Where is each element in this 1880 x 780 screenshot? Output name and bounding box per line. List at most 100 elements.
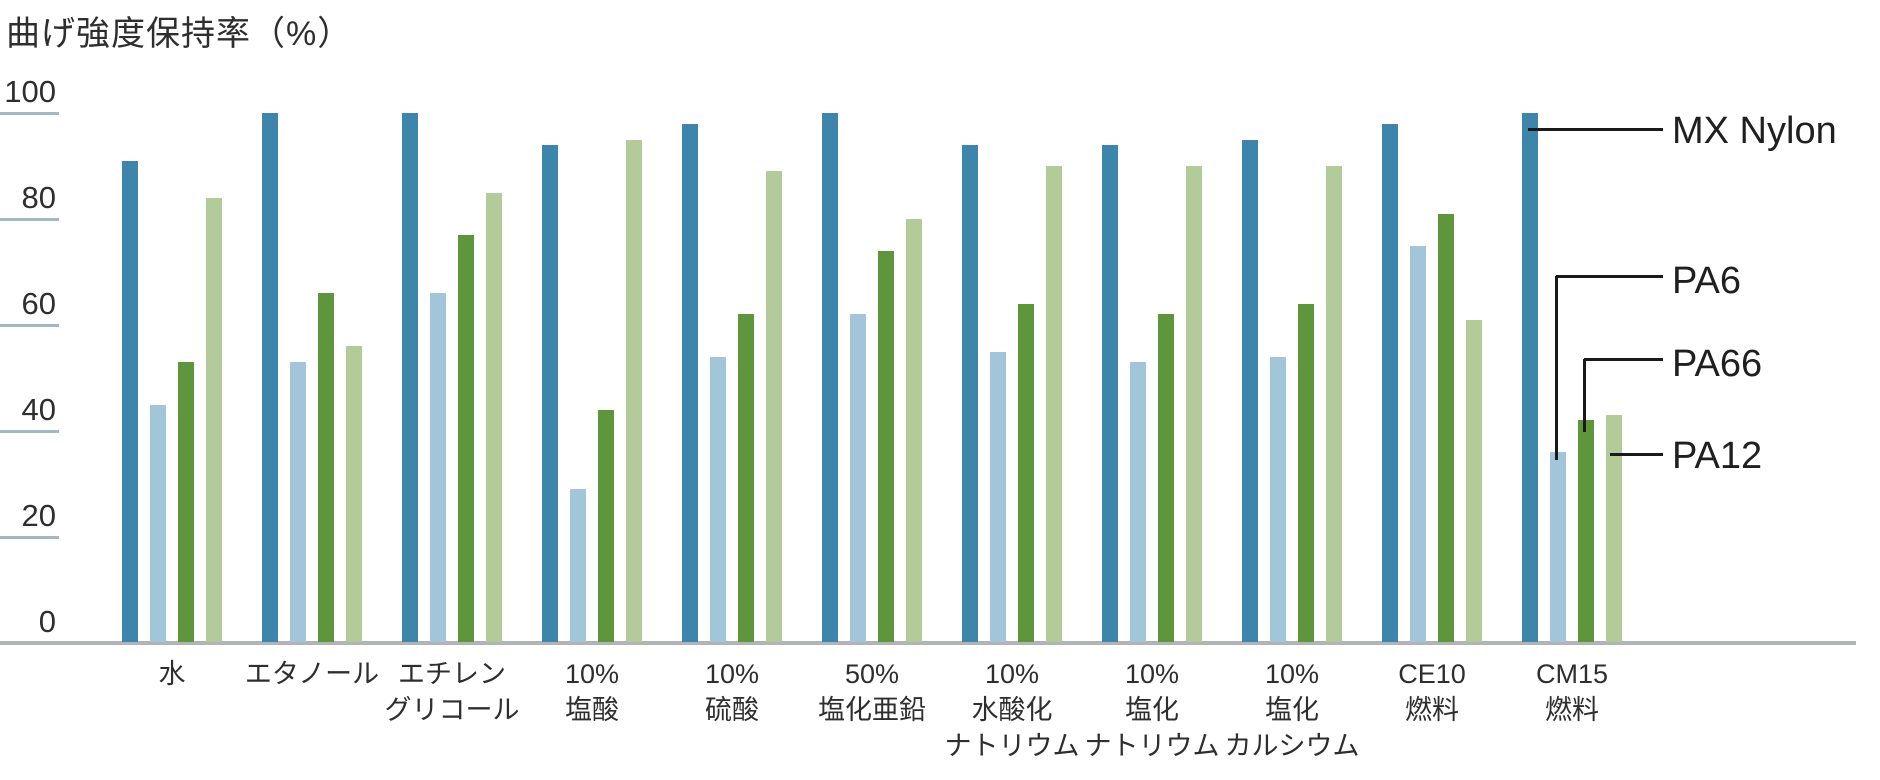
- y-axis-tick-label: 80: [21, 180, 56, 215]
- bar-pa6: [1410, 245, 1426, 642]
- x-axis-category-label: エタノール: [217, 656, 407, 692]
- x-axis-category-line: 塩酸: [565, 695, 619, 725]
- x-axis-category-line: 燃料: [1405, 695, 1459, 725]
- bar-pa66: [458, 234, 474, 642]
- legend-label-pa66: PA66: [1672, 343, 1763, 385]
- bar-pa66: [1158, 314, 1174, 642]
- y-axis-tick: [0, 218, 59, 221]
- x-axis-category-line: 水酸化: [971, 695, 1053, 725]
- legend-callout-line: [1555, 276, 1558, 460]
- x-axis-category-line: ナトリウム: [1084, 731, 1220, 761]
- bar-pa12: [766, 171, 782, 642]
- x-axis-category-line: 10%: [984, 659, 1040, 689]
- x-axis-category-line: CM15: [1535, 659, 1609, 689]
- legend-callout-line: [1556, 275, 1663, 278]
- bar-mx-nylon: [962, 144, 978, 642]
- bar-pa6: [150, 404, 166, 642]
- x-axis-category-line: エタノール: [244, 659, 380, 689]
- bar-pa6: [1550, 452, 1566, 642]
- y-axis-tick: [0, 536, 59, 539]
- bar-pa6: [290, 362, 306, 642]
- bar-mx-nylon: [122, 160, 138, 642]
- x-axis-category-line: エチレン: [398, 659, 506, 689]
- x-axis-category-line: 50%: [844, 659, 900, 689]
- x-axis-category-line: グリコール: [384, 695, 520, 725]
- chart-title: 曲げ強度保持率（%）: [6, 15, 353, 53]
- bar-mx-nylon: [822, 113, 838, 642]
- bar-mx-nylon: [1382, 123, 1398, 642]
- bar-pa12: [906, 219, 922, 642]
- x-axis-category-label: 10% 硫酸: [637, 656, 827, 728]
- x-axis-category-line: 水: [158, 659, 186, 689]
- y-axis-tick-label: 60: [21, 286, 56, 321]
- x-axis-category-line: 燃料: [1545, 695, 1599, 725]
- x-axis-category-line: 10%: [1264, 659, 1320, 689]
- bar-pa12: [1186, 166, 1202, 642]
- bar-pa66: [1018, 303, 1034, 642]
- x-axis-category-label: エチレン グリコール: [357, 656, 547, 728]
- bar-pa66: [1298, 303, 1314, 642]
- bar-pa6: [1270, 356, 1286, 642]
- x-axis-category-label: 水: [77, 656, 267, 692]
- bar-pa12: [626, 139, 642, 642]
- x-axis-category-line: 塩化: [1265, 695, 1319, 725]
- x-axis-category-label: 50% 塩化亜鉛: [777, 656, 967, 728]
- bar-pa6: [430, 293, 446, 642]
- x-axis-category-line: カルシウム: [1224, 731, 1360, 761]
- bar-pa12: [486, 192, 502, 642]
- x-axis-category-line: 塩化亜鉛: [818, 695, 926, 725]
- y-axis-tick: [0, 112, 59, 115]
- bar-pa12: [1046, 166, 1062, 642]
- x-axis-category-line: ナトリウム: [944, 731, 1080, 761]
- x-axis-category-label: 10% 塩化カルシウム: [1197, 656, 1387, 764]
- legend-label-pa12: PA12: [1672, 435, 1763, 477]
- x-axis-category-label: 10% 塩酸: [497, 656, 687, 728]
- legend-callout-line: [1583, 359, 1586, 432]
- bar-pa12: [1466, 319, 1482, 642]
- y-axis-tick-label: 20: [21, 498, 56, 533]
- x-axis-category-label: 10% 水酸化ナトリウム: [917, 656, 1107, 764]
- bar-mx-nylon: [402, 113, 418, 642]
- bar-pa6: [710, 356, 726, 642]
- bar-mx-nylon: [1102, 144, 1118, 642]
- x-axis-category-label: CM15 燃料: [1477, 656, 1667, 728]
- y-axis-tick-label: 40: [21, 392, 56, 427]
- y-axis-tick: [0, 324, 59, 327]
- bar-pa6: [570, 489, 586, 642]
- x-axis-category-line: 10%: [564, 659, 620, 689]
- bar-pa12: [206, 197, 222, 642]
- y-axis-tick-label: 100: [4, 74, 56, 109]
- legend-callout-line: [1584, 358, 1663, 361]
- bar-pa12: [1326, 166, 1342, 642]
- bar-mx-nylon: [1522, 113, 1538, 642]
- x-axis-line: [0, 641, 1856, 645]
- bar-pa6: [990, 351, 1006, 642]
- x-axis-category-line: 硫酸: [705, 695, 759, 725]
- x-axis-category-line: 10%: [1124, 659, 1180, 689]
- x-axis-category-line: 塩化: [1125, 695, 1179, 725]
- bar-mx-nylon: [1242, 139, 1258, 642]
- x-axis-category-label: 10% 塩化ナトリウム: [1057, 656, 1247, 764]
- x-axis-category-line: CE10: [1398, 659, 1466, 689]
- bar-pa6: [850, 314, 866, 642]
- x-axis-category-line: 10%: [704, 659, 760, 689]
- bar-pa66: [738, 314, 754, 642]
- bar-mx-nylon: [682, 123, 698, 642]
- bar-mx-nylon: [262, 113, 278, 642]
- y-axis-tick-label: 0: [38, 604, 56, 639]
- bar-pa6: [1130, 362, 1146, 642]
- bar-pa12: [1606, 415, 1622, 642]
- bar-pa66: [878, 250, 894, 642]
- bar-pa12: [346, 346, 362, 642]
- bar-pa66: [178, 362, 194, 642]
- x-axis-category-label: CE10 燃料: [1337, 656, 1527, 728]
- bar-pa66: [1578, 420, 1594, 642]
- bar-pa66: [598, 409, 614, 642]
- legend-callout-line: [1528, 128, 1663, 131]
- bar-mx-nylon: [542, 144, 558, 642]
- legend-callout-line: [1610, 453, 1663, 456]
- bar-pa66: [1438, 213, 1454, 642]
- legend-label-mx-nylon: MX Nylon: [1672, 110, 1837, 152]
- bar-pa66: [318, 293, 334, 642]
